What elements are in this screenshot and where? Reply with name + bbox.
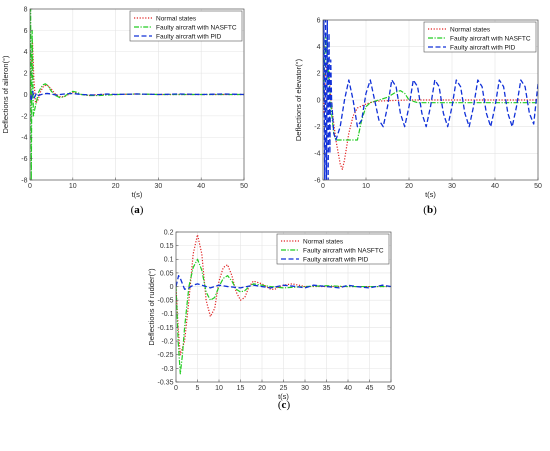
legend-label-3: Faulty aircraft with PID: [450, 44, 516, 51]
y-tick-label: -0.2: [161, 338, 173, 345]
series-line-3: [176, 274, 391, 290]
legend-label-3: Faulty aircraft with PID: [303, 256, 369, 263]
y-tick-label: -6: [314, 177, 320, 184]
x-tick-label: 10: [69, 183, 77, 190]
x-tick-label: 0: [174, 385, 178, 392]
x-tick-label: 10: [362, 183, 370, 190]
series-line-3: [30, 90, 244, 102]
x-axis-label: t(s): [425, 190, 436, 199]
caption-c: (c): [278, 399, 291, 411]
y-tick-label: -4: [21, 135, 27, 142]
x-tick-label: 20: [258, 385, 266, 392]
y-axis-label: Deflections of elevator(°): [294, 58, 303, 141]
y-tick-label: -0.1: [161, 311, 173, 318]
chart-c: 0 5 10 15 20 25 30 35 40 45 50 0.2 0.15 0.1 0.05 0 -0.05…: [147, 229, 395, 411]
y-tick-label: 8: [24, 6, 28, 13]
y-axis-label: Deflections of aileron(°): [1, 55, 10, 134]
y-tick-label: 4: [24, 49, 28, 56]
x-tick-label: 0: [321, 183, 325, 190]
x-axis-label: t(s): [278, 392, 289, 401]
x-tick-label: 50: [387, 385, 395, 392]
y-tick-label: 0: [317, 97, 321, 104]
y-tick-label: 4: [317, 44, 321, 51]
x-tick-label: 40: [344, 385, 352, 392]
legend-box: [423, 21, 537, 53]
series-line-3: [323, 20, 538, 180]
legend-label-1: Normal states: [156, 15, 197, 22]
series-group: [176, 234, 391, 375]
x-tick-label: 45: [366, 385, 374, 392]
x-tick-label: 0: [28, 183, 32, 190]
series-line-1: [323, 59, 538, 170]
legend-label-2: Faulty aircraft with NASFTC: [450, 35, 531, 42]
legend-box: [276, 233, 390, 265]
y-tick-label: -0.3: [161, 366, 173, 373]
y-tick-label: 0.2: [164, 229, 174, 236]
chart-a: 0 10 20 30 40 50 -8 -6 -4 -2 0 2 4 6 8 t(s) Deflections …: [1, 6, 248, 216]
y-tick-label: -0.35: [158, 379, 174, 386]
series-line-2: [323, 32, 538, 141]
y-tick-label: 0.05: [160, 270, 174, 277]
chart-b: 0 10 20 30 40 50 -6 -4 -2 0 2 4 6 t(s) Deflections of …: [294, 17, 542, 216]
x-tick-label: 35: [323, 385, 331, 392]
x-tick-label: 30: [301, 385, 309, 392]
x-tick-label: 50: [534, 183, 542, 190]
series-group: [323, 20, 538, 180]
x-tick-label: 20: [112, 183, 120, 190]
y-tick-label: 0: [24, 92, 28, 99]
y-tick-label: 6: [317, 17, 321, 24]
y-tick-label: -8: [21, 177, 27, 184]
y-tick-label: 0.1: [164, 257, 174, 264]
y-axis-label: Deflections of rudder(°): [147, 268, 156, 346]
series-group: [30, 9, 244, 180]
y-tick-label: 2: [24, 71, 28, 78]
y-tick-label: 2: [317, 71, 321, 78]
legend: Normal states Faulty aircraft with NASFTC…: [129, 10, 243, 42]
x-axis-label: t(s): [132, 190, 143, 199]
y-tick-label: -0.15: [158, 325, 174, 332]
y-tick-label: 0: [170, 284, 174, 291]
y-tick-label: -4: [314, 151, 320, 158]
caption-b: (b): [423, 204, 437, 216]
legend-label-2: Faulty aircraft with NASFTC: [303, 247, 384, 254]
x-tick-label: 40: [491, 183, 499, 190]
series-line-1: [176, 234, 391, 356]
x-tick-label: 5: [196, 385, 200, 392]
series-line-2: [176, 258, 391, 375]
y-tick-label: -2: [21, 113, 27, 120]
y-tick-label: -0.25: [158, 352, 174, 359]
y-tick-label: 0.15: [160, 243, 174, 250]
x-tick-label: 25: [280, 385, 288, 392]
legend: Normal states Faulty aircraft with NASFTC…: [423, 21, 537, 53]
x-tick-label: 20: [405, 183, 413, 190]
x-tick-label: 30: [448, 183, 456, 190]
x-tick-label: 40: [197, 183, 205, 190]
legend-label-1: Normal states: [303, 238, 344, 245]
x-tick-label: 15: [237, 385, 245, 392]
y-tick-label: -6: [21, 156, 27, 163]
caption-a: (a): [131, 204, 144, 216]
legend-label-1: Normal states: [450, 26, 491, 33]
legend: Normal states Faulty aircraft with NASFTC…: [276, 233, 390, 265]
x-tick-label: 30: [155, 183, 163, 190]
legend-label-3: Faulty aircraft with PID: [156, 33, 222, 40]
x-tick-label: 50: [240, 183, 248, 190]
y-tick-label: 6: [24, 28, 28, 35]
legend-box: [129, 10, 243, 42]
y-tick-label: -2: [314, 124, 320, 131]
legend-label-2: Faulty aircraft with NASFTC: [156, 24, 237, 31]
y-tick-label: -0.05: [158, 298, 174, 305]
x-tick-label: 10: [215, 385, 223, 392]
